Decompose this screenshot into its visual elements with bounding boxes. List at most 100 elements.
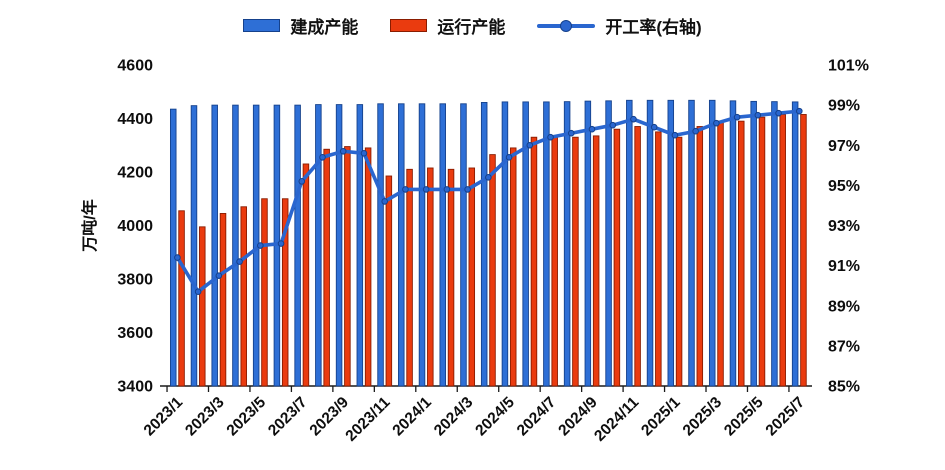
y-axis-right-tick-label: 89% — [828, 298, 860, 315]
y-axis-right-tick-labels: 101% 99% 97% 95% 93% 91% 89% 87% 85% — [828, 58, 869, 396]
operating-rate-marker — [339, 147, 347, 155]
x-axis-tick-label: 2024/7 — [514, 394, 560, 440]
operating-rate-marker — [174, 254, 181, 261]
operating-rate-marker — [630, 115, 637, 123]
x-axis-tick-label: 2023/7 — [265, 394, 311, 440]
bar-running-capacity — [240, 206, 247, 387]
bar-running-capacity — [447, 168, 455, 387]
bar-built-capacity — [190, 105, 198, 387]
bar-built-capacity — [335, 104, 343, 387]
operating-rate-line-swatch-icon — [537, 19, 596, 32]
x-axis-tick-label: 2024/3 — [431, 394, 477, 440]
bar-built-capacity — [688, 99, 695, 387]
bar-built-capacity — [480, 101, 488, 387]
operating-rate-marker — [298, 178, 306, 185]
bar-built-capacity — [232, 104, 239, 387]
operating-rate-marker — [526, 141, 534, 149]
legend-item-running-capacity: 运行产能 — [390, 13, 505, 38]
bar-built-capacity — [315, 104, 322, 387]
line-marker-dot-icon — [560, 19, 573, 32]
x-axis-tick-label: 2023/11 — [342, 394, 393, 445]
x-axis-tick-label: 2023/3 — [182, 394, 228, 440]
operating-rate-marker — [609, 121, 617, 129]
y-axis-title: 万吨/年 — [80, 199, 99, 252]
operating-rate-marker — [215, 272, 223, 279]
operating-rate-marker — [422, 186, 430, 193]
y-axis-left-tick-labels: 4600 4400 4200 4000 3800 3600 3400 — [117, 58, 153, 396]
bar-built-capacity — [605, 100, 612, 387]
x-axis-tick-label: 2025/5 — [721, 394, 767, 440]
bar-running-capacity — [427, 167, 434, 387]
bar-built-capacity — [626, 99, 633, 387]
operating-rate-marker — [588, 125, 596, 133]
y-axis-right-tick-label: 87% — [828, 338, 860, 355]
operating-rate-marker — [775, 109, 782, 117]
operating-rate-marker — [443, 186, 451, 193]
x-axis-tick-label: 2025/7 — [763, 394, 809, 440]
bar-built-capacity — [646, 99, 654, 387]
bar-running-capacity — [199, 226, 206, 387]
operating-rate-marker — [381, 198, 389, 205]
bar-built-capacity — [750, 100, 757, 387]
y-axis-left-tick-label: 4400 — [117, 111, 153, 128]
y-axis-left-tick-label: 3400 — [117, 379, 153, 396]
y-axis-left-tick-label: 3600 — [117, 325, 153, 342]
operating-rate-marker — [733, 113, 741, 121]
bar-built-capacity — [211, 104, 218, 387]
y-axis-right-tick-label: 85% — [828, 379, 860, 396]
operating-rate-marker — [277, 240, 285, 247]
operating-rate-marker — [360, 149, 368, 157]
bar-running-capacity — [178, 210, 185, 387]
x-axis-tick-label: 2025/3 — [680, 394, 726, 440]
operating-rate-marker — [796, 107, 803, 115]
y-axis-left-tick-label: 3800 — [117, 272, 153, 289]
bar-running-capacity — [696, 126, 704, 387]
bar-built-capacity — [398, 103, 405, 387]
y-axis-right-tick-label: 97% — [828, 138, 860, 155]
bar-built-capacity — [356, 104, 364, 387]
legend-item-operating-rate: 开工率(右轴) — [537, 13, 702, 38]
bar-running-capacity — [551, 136, 558, 387]
operating-rate-polyline — [175, 109, 802, 294]
bar-running-capacity — [509, 147, 517, 387]
bar-built-capacity — [377, 103, 384, 387]
bar-built-capacity — [543, 101, 550, 387]
running-capacity-swatch-icon — [390, 19, 428, 32]
bar-running-capacity — [364, 147, 372, 387]
x-axis-tick-label: 2023/5 — [224, 394, 270, 440]
bar-built-capacity — [294, 104, 301, 387]
y-axis-right-tick-label: 93% — [828, 218, 860, 235]
bar-built-capacity — [460, 103, 467, 387]
bar-running-capacity — [717, 120, 724, 387]
legend-item-built-capacity: 建成产能 — [243, 13, 358, 38]
bar-running-capacity — [634, 126, 641, 387]
bar-running-capacity — [738, 120, 745, 387]
bar-running-capacity — [323, 148, 330, 387]
bar-built-capacity — [501, 101, 509, 387]
operating-rate-marker — [236, 258, 243, 265]
bar-built-capacity — [439, 103, 446, 387]
operating-rate-marker — [713, 119, 720, 127]
bar-running-capacity — [344, 146, 351, 387]
x-axis-tick-label: 2024/11 — [591, 394, 642, 445]
operating-rate-line — [174, 107, 803, 296]
bar-built-capacity — [771, 101, 778, 387]
bar-built-capacity — [708, 99, 716, 387]
bar-running-capacity — [779, 114, 786, 387]
bar-running-capacity — [613, 128, 621, 387]
bar-running-capacity — [675, 136, 683, 387]
bar-built-capacity — [169, 108, 177, 387]
bar-running-capacity — [800, 114, 807, 387]
bar-built-capacity — [418, 103, 426, 387]
operating-rate-marker — [402, 186, 409, 193]
bar-built-capacity — [667, 99, 675, 387]
bar-running-capacity — [489, 154, 496, 387]
x-axis-tick-labels: 2023/12023/32023/52023/72023/92023/11202… — [141, 394, 808, 445]
bar-running-capacity — [572, 136, 579, 387]
operating-rate-marker — [547, 133, 554, 141]
operating-rate-marker — [319, 153, 326, 161]
bar-running-capacity — [261, 198, 268, 387]
operating-rate-marker — [650, 123, 658, 131]
